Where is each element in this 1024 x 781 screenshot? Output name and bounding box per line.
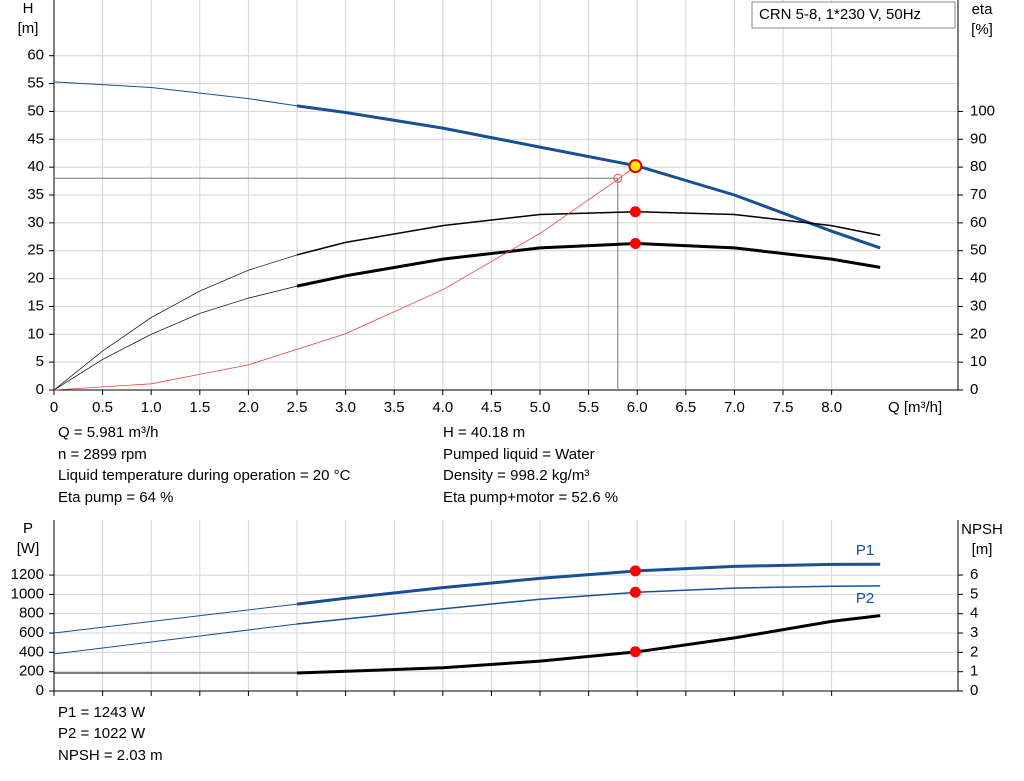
y-tick-label: 400	[19, 643, 44, 660]
y-tick-label: 600	[19, 624, 44, 641]
y2-tick-label: 60	[970, 214, 987, 231]
info-text: Pumped liquid = Water	[443, 446, 595, 463]
duty-point	[629, 565, 641, 577]
y-tick-label: 60	[27, 47, 44, 64]
y2-tick-label: 3	[970, 624, 978, 641]
y2-axis-unit: [%]	[971, 21, 993, 38]
y-tick-label: 40	[27, 158, 44, 175]
curve	[53, 603, 298, 634]
curve	[53, 623, 298, 655]
info-text: Density = 998.2 kg/m³	[443, 467, 589, 484]
info-text: n = 2899 rpm	[58, 446, 147, 463]
y-axis-label: P	[23, 520, 33, 537]
curve	[296, 241, 881, 288]
y2-tick-label: 1	[970, 663, 978, 680]
y2-tick-label: 5	[970, 585, 978, 602]
x-tick-label: 1.0	[141, 399, 162, 416]
y-tick-label: 1200	[11, 566, 44, 583]
y-tick-label: 0	[36, 682, 44, 699]
y2-tick-label: 30	[970, 297, 987, 314]
y-tick-label: 800	[19, 605, 44, 622]
x-tick-label: 0.5	[92, 399, 113, 416]
curve-label: P1	[856, 542, 874, 559]
info-text: Liquid temperature during operation = 20…	[58, 467, 351, 484]
title-box	[751, 1, 956, 29]
info-text: Eta pump = 64 %	[58, 489, 174, 506]
y-tick-label: 1000	[11, 585, 44, 602]
x-tick-label: 3.5	[384, 399, 405, 416]
y2-tick-label: 20	[970, 325, 987, 342]
curve	[53, 81, 298, 107]
x-tick-label: 6.5	[675, 399, 696, 416]
y2-tick-label: 50	[970, 242, 987, 259]
curve	[296, 210, 881, 256]
x-tick-label: 2.5	[287, 399, 308, 416]
curve	[53, 254, 298, 391]
y-tick-label: 200	[19, 663, 44, 680]
curve	[296, 104, 881, 250]
chart-title: CRN 5-8, 1*230 V, 50Hz	[759, 6, 921, 23]
info-text: P2 = 1022 W	[58, 725, 146, 742]
y-axis-unit: [m]	[18, 20, 39, 37]
y2-tick-label: 80	[970, 158, 987, 175]
curve	[296, 562, 881, 606]
y-axis-label: H	[23, 0, 34, 17]
duty-point	[628, 159, 643, 174]
curve	[53, 285, 298, 391]
y2-axis-unit: [m]	[972, 541, 993, 558]
x-tick-label: 7.5	[773, 399, 794, 416]
x-tick-label: 5.0	[530, 399, 551, 416]
y-tick-label: 20	[27, 270, 44, 287]
duty-point	[629, 646, 641, 658]
y-axis-unit: [W]	[17, 540, 40, 557]
info-text: H = 40.18 m	[443, 424, 525, 441]
y2-axis-label: eta	[972, 1, 994, 18]
x-tick-label: 4.5	[481, 399, 502, 416]
y2-tick-label: 70	[970, 186, 987, 203]
y-tick-label: 15	[27, 297, 44, 314]
x-tick-label: 8.0	[821, 399, 842, 416]
y-tick-label: 0	[36, 381, 44, 398]
y2-tick-label: 0	[970, 682, 978, 699]
y2-tick-label: 0	[970, 381, 978, 398]
y-tick-label: 50	[27, 102, 44, 119]
x-tick-label: 7.0	[724, 399, 745, 416]
info-text: P1 = 1243 W	[58, 704, 146, 721]
y-tick-label: 55	[27, 75, 44, 92]
y-tick-label: 5	[36, 353, 44, 370]
y-tick-label: 45	[27, 130, 44, 147]
duty-point	[629, 237, 641, 249]
info-text: NPSH = 2.03 m	[58, 747, 163, 764]
x-tick-label: 5.5	[578, 399, 599, 416]
x-tick-label: 2.0	[238, 399, 259, 416]
duty-point	[629, 206, 641, 218]
y2-tick-label: 4	[970, 605, 978, 622]
y2-tick-label: 90	[970, 130, 987, 147]
y2-tick-label: 10	[970, 353, 987, 370]
y2-tick-label: 2	[970, 643, 978, 660]
y-tick-label: 10	[27, 325, 44, 342]
y2-tick-label: 6	[970, 566, 978, 583]
guide-point	[613, 173, 623, 183]
y2-tick-label: 40	[970, 270, 987, 287]
y-tick-label: 25	[27, 242, 44, 259]
x-tick-label: 3.0	[335, 399, 356, 416]
y2-axis-label: NPSH	[961, 521, 1003, 538]
y-tick-label: 30	[27, 214, 44, 231]
x-tick-label: 0	[50, 399, 58, 416]
x-tick-label: 6.0	[627, 399, 648, 416]
x-tick-label: 4.0	[432, 399, 453, 416]
y-tick-label: 35	[27, 186, 44, 203]
x-axis-label: Q [m³/h]	[888, 399, 942, 416]
duty-point	[629, 586, 641, 598]
info-text: Eta pump+motor = 52.6 %	[443, 489, 618, 506]
curve-label: P2	[856, 590, 874, 607]
x-tick-label: 1.5	[189, 399, 210, 416]
curve	[53, 165, 636, 391]
y2-tick-label: 100	[970, 102, 995, 119]
info-text: Q = 5.981 m³/h	[58, 424, 158, 441]
